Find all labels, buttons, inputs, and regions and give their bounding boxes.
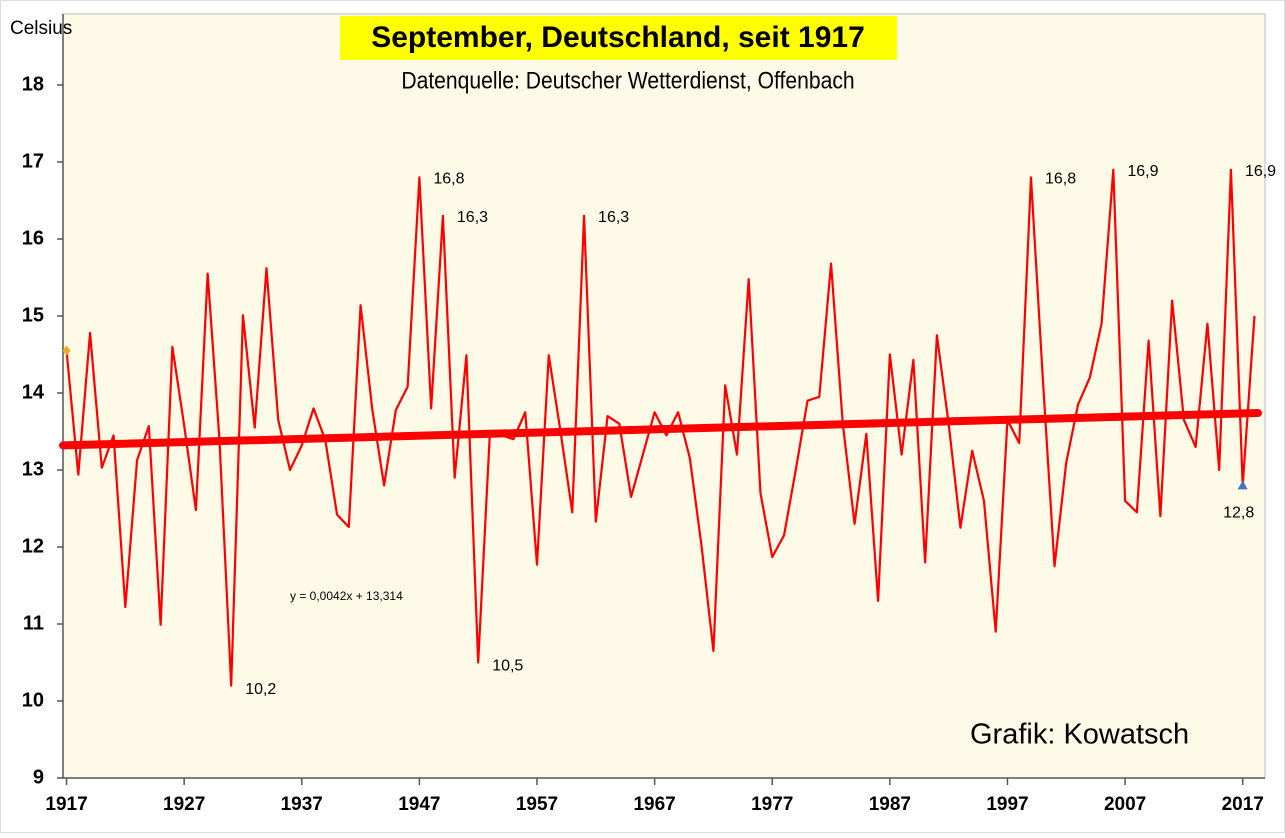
- trend-line: [59, 409, 1262, 450]
- x-tick-label: 1947: [398, 794, 440, 815]
- data-label: 10,2: [245, 681, 276, 698]
- data-line: [65, 168, 1256, 687]
- x-tick-label: 1957: [516, 794, 558, 815]
- data-label: 16,3: [598, 209, 629, 226]
- y-axis-label: Celsius: [10, 18, 72, 39]
- chart-subtitle: Datenquelle: Deutscher Wetterdienst, Off…: [401, 67, 854, 94]
- y-tick-label: 17: [22, 150, 44, 172]
- credit: Grafik: Kowatsch: [970, 719, 1189, 751]
- y-tick-label: 13: [22, 458, 44, 480]
- x-tick-label: 1967: [633, 794, 675, 815]
- y-tick-label: 12: [22, 535, 44, 557]
- data-label: 16,9: [1127, 163, 1158, 180]
- point-marker: [62, 345, 71, 356]
- data-label: 16,8: [433, 171, 464, 188]
- y-tick-label: 9: [33, 766, 44, 788]
- chart-title: September, Deutschland, seit 1917: [371, 21, 865, 54]
- x-tick-label: 1937: [281, 794, 323, 815]
- y-tick-label: 10: [22, 689, 44, 711]
- trend-equation: y = 0,0042x + 13,314: [290, 589, 403, 603]
- x-tick-label: 2007: [1104, 794, 1146, 815]
- data-label: 12,8: [1223, 505, 1254, 522]
- data-label: 16,9: [1245, 163, 1276, 180]
- y-tick-label: 16: [22, 227, 44, 249]
- plot-area: [62, 13, 1266, 779]
- x-tick-label: 2017: [1222, 794, 1264, 815]
- x-tick-label: 1987: [869, 794, 911, 815]
- point-marker: [1237, 480, 1248, 490]
- x-tick-label: 1977: [751, 794, 793, 815]
- y-tick-label: 11: [23, 612, 44, 634]
- data-label: 16,8: [1045, 171, 1076, 188]
- title-background: [340, 16, 897, 60]
- x-tick-label: 1927: [163, 794, 205, 815]
- y-tick-label: 18: [22, 73, 44, 95]
- data-label: 10,5: [492, 658, 523, 675]
- data-label: 16,3: [457, 209, 488, 226]
- y-tick-label: 14: [22, 381, 45, 403]
- y-tick-label: 15: [22, 304, 44, 326]
- x-tick-label: 1997: [986, 794, 1028, 815]
- x-tick-label: 1917: [45, 794, 87, 815]
